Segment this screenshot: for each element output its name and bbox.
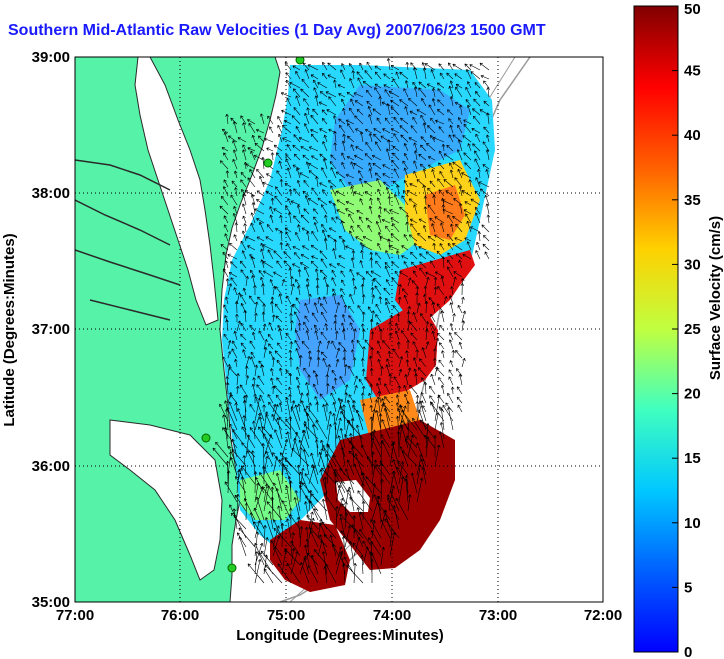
station-marker bbox=[201, 433, 211, 443]
x-tick-label: 73:00 bbox=[479, 607, 517, 624]
colorbar-tick-label: 20 bbox=[684, 386, 701, 403]
colorbar-tick-label: 35 bbox=[684, 192, 701, 209]
colorbar-tick-label: 0 bbox=[684, 644, 692, 659]
y-axis-label: Latitude (Degrees:Minutes) bbox=[1, 233, 18, 426]
x-tick-label: 74:00 bbox=[373, 607, 411, 624]
colorbar-tick-label: 25 bbox=[684, 321, 701, 338]
pamlico-sound bbox=[109, 419, 223, 581]
vector-arrows bbox=[212, 58, 491, 584]
colorbar-tick-label: 40 bbox=[684, 127, 701, 144]
y-tick-label: 38:00 bbox=[32, 185, 70, 202]
colorbar-tick-label: 30 bbox=[684, 256, 701, 273]
colorbar-gradient bbox=[633, 5, 679, 653]
y-axis: 39:00 38:00 37:00 36:00 35:00 Latitude (… bbox=[1, 49, 70, 611]
colorbar-tick-label: 45 bbox=[684, 63, 701, 80]
y-tick-label: 36:00 bbox=[32, 458, 70, 475]
y-tick-label: 37:00 bbox=[32, 321, 70, 338]
x-tick-label: 72:00 bbox=[584, 607, 622, 624]
station-marker bbox=[227, 563, 237, 573]
y-tick-label: 39:00 bbox=[32, 49, 70, 66]
station-marker bbox=[295, 57, 305, 65]
chesapeake-bay bbox=[134, 57, 219, 326]
x-tick-label: 76:00 bbox=[161, 607, 199, 624]
station-marker bbox=[263, 158, 273, 168]
velocity-vectors bbox=[212, 58, 491, 584]
x-tick-label: 77:00 bbox=[56, 607, 94, 624]
colorbar-tick-label: 15 bbox=[684, 450, 701, 467]
colorbar-label: Surface Velocity (cm/s) bbox=[707, 216, 724, 380]
map-title: Southern Mid-Atlantic Raw Velocities (1 … bbox=[8, 22, 546, 39]
x-axis-label: Longitude (Degrees:Minutes) bbox=[236, 627, 444, 644]
plot-frame bbox=[74, 56, 604, 603]
y-tick-label: 35:00 bbox=[32, 594, 70, 611]
x-axis: 77:00 76:00 75:00 74:00 73:00 72:00 Long… bbox=[56, 607, 622, 644]
colorbar-tick-label: 5 bbox=[684, 579, 692, 596]
velocity-field-green bbox=[330, 180, 420, 255]
velocity-field-blue bbox=[330, 85, 470, 190]
velocity-field-red bbox=[366, 300, 438, 400]
river bbox=[75, 159, 181, 321]
colorbar-tick-label: 10 bbox=[684, 515, 701, 532]
colorbar-tick-label: 50 bbox=[684, 1, 701, 18]
grid-lines bbox=[75, 57, 603, 602]
x-tick-label: 75:00 bbox=[267, 607, 305, 624]
